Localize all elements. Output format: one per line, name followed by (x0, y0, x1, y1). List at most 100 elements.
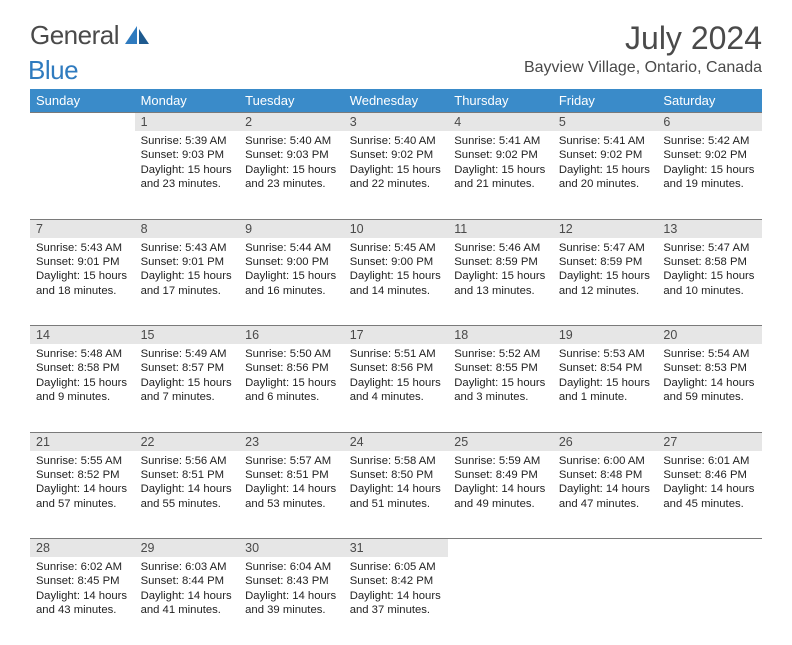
daylight-line: Daylight: 14 hours and 47 minutes. (559, 482, 652, 511)
logo: General Blue (30, 20, 151, 71)
sunset-line: Sunset: 8:56 PM (350, 361, 443, 375)
daylight-line: Daylight: 15 hours and 22 minutes. (350, 163, 443, 192)
daylight-line: Daylight: 15 hours and 1 minute. (559, 376, 652, 405)
day-cell: Sunrise: 6:04 AMSunset: 8:43 PMDaylight:… (239, 557, 344, 645)
weekday-header: Friday (553, 89, 658, 113)
day-number: 25 (448, 432, 553, 451)
day-cell: Sunrise: 5:48 AMSunset: 8:58 PMDaylight:… (30, 344, 135, 432)
day-cell: Sunrise: 5:51 AMSunset: 8:56 PMDaylight:… (344, 344, 449, 432)
day-number: 24 (344, 432, 449, 451)
day-number: 30 (239, 539, 344, 558)
daylight-line: Daylight: 15 hours and 18 minutes. (36, 269, 129, 298)
sunset-line: Sunset: 8:59 PM (454, 255, 547, 269)
sunrise-line: Sunrise: 5:47 AM (559, 241, 652, 255)
empty-daynum (553, 539, 658, 558)
sunrise-line: Sunrise: 5:39 AM (141, 134, 234, 148)
sunset-line: Sunset: 8:51 PM (245, 468, 338, 482)
sunset-line: Sunset: 8:50 PM (350, 468, 443, 482)
sunrise-line: Sunrise: 6:03 AM (141, 560, 234, 574)
daylight-line: Daylight: 14 hours and 51 minutes. (350, 482, 443, 511)
daylight-line: Daylight: 15 hours and 7 minutes. (141, 376, 234, 405)
day-cell: Sunrise: 5:40 AMSunset: 9:02 PMDaylight:… (344, 131, 449, 219)
sunrise-line: Sunrise: 5:47 AM (663, 241, 756, 255)
day-cell: Sunrise: 6:03 AMSunset: 8:44 PMDaylight:… (135, 557, 240, 645)
sunset-line: Sunset: 8:43 PM (245, 574, 338, 588)
day-cell: Sunrise: 6:00 AMSunset: 8:48 PMDaylight:… (553, 451, 658, 539)
sunset-line: Sunset: 8:59 PM (559, 255, 652, 269)
weekday-header: Sunday (30, 89, 135, 113)
day-number: 28 (30, 539, 135, 558)
day-cell: Sunrise: 5:43 AMSunset: 9:01 PMDaylight:… (135, 238, 240, 326)
day-number: 9 (239, 219, 344, 238)
sunset-line: Sunset: 8:54 PM (559, 361, 652, 375)
title-block: July 2024 Bayview Village, Ontario, Cana… (524, 20, 762, 77)
day-number: 15 (135, 326, 240, 345)
day-cell: Sunrise: 5:55 AMSunset: 8:52 PMDaylight:… (30, 451, 135, 539)
sunset-line: Sunset: 9:03 PM (245, 148, 338, 162)
sunrise-line: Sunrise: 5:51 AM (350, 347, 443, 361)
weekday-header: Wednesday (344, 89, 449, 113)
sunset-line: Sunset: 8:49 PM (454, 468, 547, 482)
day-cell: Sunrise: 6:01 AMSunset: 8:46 PMDaylight:… (657, 451, 762, 539)
daylight-line: Daylight: 14 hours and 39 minutes. (245, 589, 338, 618)
sunrise-line: Sunrise: 5:43 AM (36, 241, 129, 255)
day-number: 10 (344, 219, 449, 238)
day-cell: Sunrise: 5:54 AMSunset: 8:53 PMDaylight:… (657, 344, 762, 432)
day-cell: Sunrise: 5:53 AMSunset: 8:54 PMDaylight:… (553, 344, 658, 432)
weekday-header: Saturday (657, 89, 762, 113)
daylight-line: Daylight: 15 hours and 13 minutes. (454, 269, 547, 298)
day-number: 16 (239, 326, 344, 345)
day-number: 13 (657, 219, 762, 238)
day-number: 4 (448, 113, 553, 132)
day-number: 17 (344, 326, 449, 345)
daylight-line: Daylight: 15 hours and 23 minutes. (141, 163, 234, 192)
location-text: Bayview Village, Ontario, Canada (524, 59, 762, 77)
sunset-line: Sunset: 8:48 PM (559, 468, 652, 482)
daylight-line: Daylight: 14 hours and 49 minutes. (454, 482, 547, 511)
sail-icon (125, 26, 151, 49)
sunrise-line: Sunrise: 5:55 AM (36, 454, 129, 468)
week-row: Sunrise: 5:48 AMSunset: 8:58 PMDaylight:… (30, 344, 762, 432)
sunset-line: Sunset: 9:00 PM (245, 255, 338, 269)
sunrise-line: Sunrise: 5:43 AM (141, 241, 234, 255)
day-cell: Sunrise: 5:43 AMSunset: 9:01 PMDaylight:… (30, 238, 135, 326)
day-number: 6 (657, 113, 762, 132)
sunset-line: Sunset: 9:02 PM (350, 148, 443, 162)
daylight-line: Daylight: 14 hours and 53 minutes. (245, 482, 338, 511)
daylight-line: Daylight: 15 hours and 21 minutes. (454, 163, 547, 192)
day-cell: Sunrise: 5:41 AMSunset: 9:02 PMDaylight:… (553, 131, 658, 219)
sunrise-line: Sunrise: 5:45 AM (350, 241, 443, 255)
week-row: Sunrise: 5:55 AMSunset: 8:52 PM Daylight:… (30, 451, 762, 539)
day-cell: Sunrise: 5:41 AMSunset: 9:02 PMDaylight:… (448, 131, 553, 219)
daylight-line: Daylight: 15 hours and 10 minutes. (663, 269, 756, 298)
day-cell: Sunrise: 5:47 AMSunset: 8:59 PMDaylight:… (553, 238, 658, 326)
daylight-line: Daylight: 14 hours and 37 minutes. (350, 589, 443, 618)
weekday-header: Monday (135, 89, 240, 113)
sunset-line: Sunset: 8:52 PM (36, 468, 129, 482)
day-cell: Sunrise: 5:52 AMSunset: 8:55 PMDaylight:… (448, 344, 553, 432)
sunset-line: Sunset: 8:55 PM (454, 361, 547, 375)
daylight-line: Daylight: 15 hours and 4 minutes. (350, 376, 443, 405)
sunrise-line: Sunrise: 5:50 AM (245, 347, 338, 361)
day-cell: Sunrise: 5:40 AMSunset: 9:03 PMDaylight:… (239, 131, 344, 219)
sunrise-line: Sunrise: 5:56 AM (141, 454, 234, 468)
day-number: 7 (30, 219, 135, 238)
sunrise-line: Sunrise: 5:59 AM (454, 454, 547, 468)
weekday-header: Tuesday (239, 89, 344, 113)
sunset-line: Sunset: 8:51 PM (141, 468, 234, 482)
day-number: 29 (135, 539, 240, 558)
day-number: 26 (553, 432, 658, 451)
day-cell: Sunrise: 5:58 AMSunset: 8:50 PMDaylight:… (344, 451, 449, 539)
sunrise-line: Sunrise: 5:40 AM (350, 134, 443, 148)
sunrise-line: Sunrise: 5:58 AM (350, 454, 443, 468)
logo-word-1: General (30, 20, 119, 50)
sunrise-line: Sunrise: 5:46 AM (454, 241, 547, 255)
empty-daynum (30, 113, 135, 132)
sunrise-line: Sunrise: 6:02 AM (36, 560, 129, 574)
day-cell: Sunrise: 5:47 AMSunset: 8:58 PMDaylight:… (657, 238, 762, 326)
sunrise-line: Sunrise: 5:41 AM (454, 134, 547, 148)
sunset-line: Sunset: 8:58 PM (663, 255, 756, 269)
daylight-line: Daylight: 15 hours and 14 minutes. (350, 269, 443, 298)
daylight-line: Daylight: 15 hours and 12 minutes. (559, 269, 652, 298)
sunrise-line: Sunrise: 6:04 AM (245, 560, 338, 574)
